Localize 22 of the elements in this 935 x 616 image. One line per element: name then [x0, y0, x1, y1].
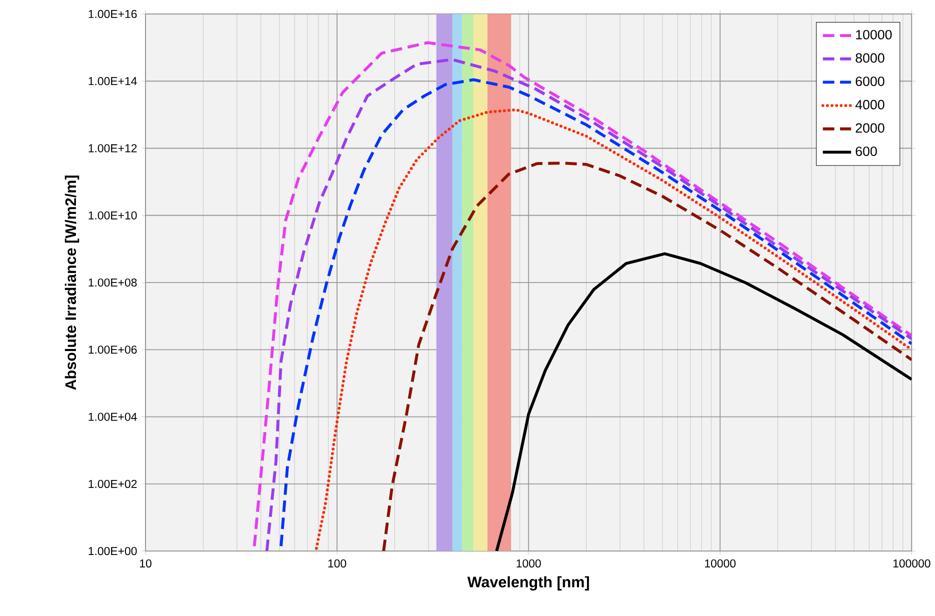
- x-tick-label: 1000: [516, 559, 541, 568]
- y-tick-label: 1.00E+02: [88, 480, 137, 488]
- y-tick-label: 1.00E+04: [88, 412, 137, 421]
- legend-label: 4000: [855, 100, 884, 110]
- x-tick-label: 100000: [893, 559, 930, 568]
- y-tick-label: 1.00E+08: [88, 278, 137, 287]
- y-tick-label: 1.00E+00: [88, 547, 137, 556]
- y-axis-title: Absolute Irradiance [W/m2/m]: [64, 176, 80, 390]
- y-tick-label: 1.00E+12: [88, 144, 137, 152]
- legend-label: 8000: [856, 53, 884, 63]
- y-tick-label: 1.00E+06: [88, 346, 137, 354]
- legend-label: 600: [856, 146, 877, 156]
- x-tick-label: 100: [328, 559, 346, 568]
- y-tick-label: 1.00E+16: [88, 10, 137, 18]
- y-tick-label: 1.00E+10: [88, 211, 137, 220]
- x-tick-label: 10000: [705, 559, 736, 568]
- y-tick-label: 1.00E+14: [88, 77, 137, 86]
- x-tick-label: 10: [140, 559, 152, 568]
- legend-label: 2000: [856, 123, 884, 133]
- legend-label: 10000: [856, 30, 892, 40]
- legend-label: 6000: [856, 76, 884, 86]
- x-axis-title: Wavelength [nm]: [467, 576, 589, 591]
